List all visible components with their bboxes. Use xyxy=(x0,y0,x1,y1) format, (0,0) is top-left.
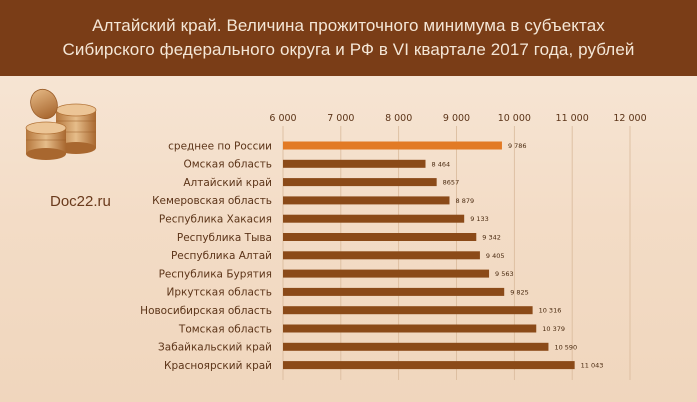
value-label: 11 043 xyxy=(581,362,604,370)
x-tick-label: 6 000 xyxy=(269,113,296,124)
bar xyxy=(283,342,549,351)
value-label: 9 563 xyxy=(495,270,514,278)
category-label: Томская область xyxy=(178,323,272,335)
x-tick-label: 11 000 xyxy=(556,113,589,124)
bar xyxy=(283,159,426,168)
site-logo-text: Doc22.ru xyxy=(50,193,111,210)
value-label: 8 464 xyxy=(432,160,451,168)
x-tick-label: 12 000 xyxy=(613,113,646,124)
value-label: 8 879 xyxy=(456,197,475,205)
coins-icon xyxy=(25,88,97,160)
bar xyxy=(283,178,437,187)
value-label: 9 342 xyxy=(482,234,501,242)
value-label: 9 825 xyxy=(510,288,529,296)
category-label: Омская область xyxy=(183,159,272,171)
value-label: 9 405 xyxy=(486,252,505,260)
bar xyxy=(283,361,575,370)
bar xyxy=(283,214,465,223)
x-tick-label: 10 000 xyxy=(498,113,531,124)
x-tick-label: 9 000 xyxy=(443,113,470,124)
value-label: 8657 xyxy=(443,179,460,187)
bar xyxy=(283,287,505,296)
category-label: Новосибирская область xyxy=(140,305,272,317)
title-banner: Алтайский край. Величина прожиточного ми… xyxy=(0,0,697,76)
value-label: 10 316 xyxy=(539,307,562,315)
x-tick-label: 8 000 xyxy=(385,113,412,124)
bar xyxy=(283,269,490,278)
category-label: Республика Хакасия xyxy=(159,214,272,226)
bar xyxy=(283,141,502,150)
category-label: Алтайский край xyxy=(183,177,272,189)
category-label: Красноярский край xyxy=(164,360,272,372)
value-label: 10 590 xyxy=(554,343,577,351)
bar xyxy=(283,196,450,205)
bar xyxy=(283,251,480,260)
bar xyxy=(283,233,477,241)
category-label: Республика Алтай xyxy=(171,250,272,262)
category-label: Республика Бурятия xyxy=(159,268,272,280)
value-label: 9 786 xyxy=(508,142,527,150)
bar xyxy=(283,324,537,333)
category-label: Республика Тыва xyxy=(177,232,272,244)
x-tick-label: 7 000 xyxy=(327,113,354,124)
category-label: Иркутская область xyxy=(166,287,272,299)
bar xyxy=(283,306,533,315)
chart-title-line-2: Сибирского федерального округа и РФ в VI… xyxy=(62,40,635,59)
value-label: 9 133 xyxy=(470,215,489,223)
category-label: среднее по России xyxy=(168,140,272,152)
value-label: 10 379 xyxy=(542,325,565,333)
chart-title-line-1: Алтайский край. Величина прожиточного ми… xyxy=(92,16,605,35)
category-label: Забайкальский край xyxy=(158,342,272,354)
category-label: Кемеровская область xyxy=(152,195,272,207)
